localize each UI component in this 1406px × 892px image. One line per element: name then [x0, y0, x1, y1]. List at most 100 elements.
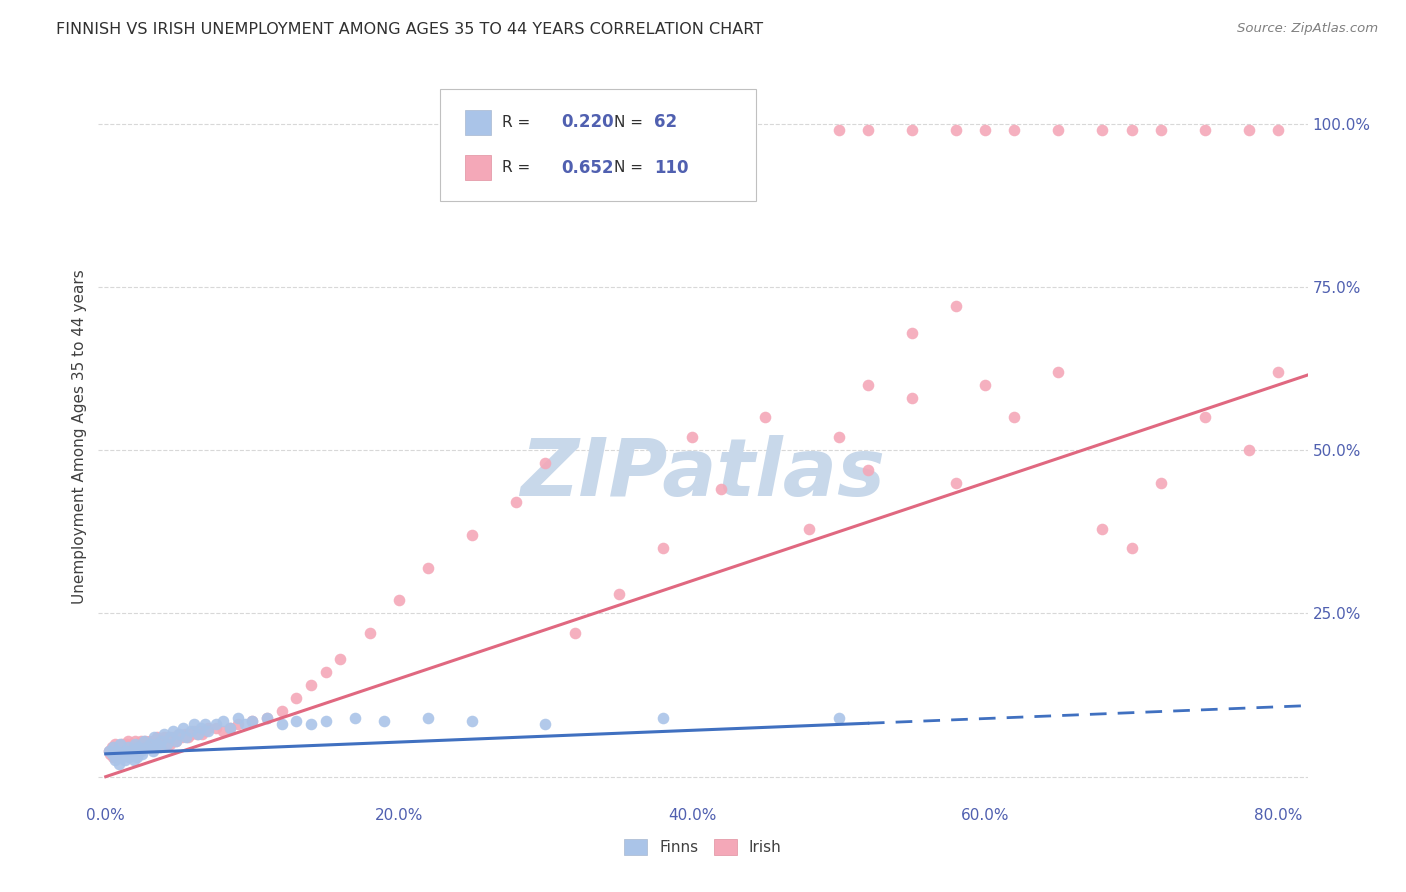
Point	[190, 721, 212, 735]
Point	[107, 747, 129, 761]
Point	[148, 737, 170, 751]
Point	[141, 740, 163, 755]
Text: R =: R =	[502, 160, 536, 175]
Point	[856, 123, 879, 137]
Point	[212, 723, 235, 738]
Point	[1237, 123, 1260, 137]
Point	[146, 737, 169, 751]
Point	[1150, 123, 1173, 137]
Point	[153, 727, 176, 741]
Point	[105, 743, 128, 757]
Point	[315, 665, 337, 680]
Point	[945, 475, 967, 490]
Point	[167, 727, 190, 741]
Point	[122, 743, 145, 757]
Point	[418, 711, 440, 725]
Point	[1047, 123, 1070, 137]
Point	[118, 743, 141, 757]
Point	[285, 691, 308, 706]
Point	[146, 731, 169, 745]
Point	[1004, 123, 1026, 137]
Point	[138, 737, 160, 751]
Point	[135, 740, 157, 755]
Text: Source: ZipAtlas.com: Source: ZipAtlas.com	[1237, 22, 1378, 36]
Point	[1047, 365, 1070, 379]
Point	[299, 717, 322, 731]
Point	[299, 678, 322, 692]
Point	[256, 711, 278, 725]
Point	[191, 727, 214, 741]
Point	[131, 747, 153, 761]
Point	[129, 743, 152, 757]
Point	[127, 737, 149, 751]
Point	[124, 737, 146, 751]
Point	[112, 740, 135, 755]
Point	[142, 743, 165, 757]
Text: ZIPatlas: ZIPatlas	[520, 434, 886, 513]
Point	[103, 753, 125, 767]
Point	[97, 743, 120, 757]
Point	[150, 737, 173, 751]
Point	[270, 705, 292, 719]
Point	[101, 740, 124, 755]
Point	[233, 717, 256, 731]
Point	[974, 377, 997, 392]
Point	[945, 123, 967, 137]
Point	[120, 747, 142, 761]
Point	[117, 733, 139, 747]
Text: FINNISH VS IRISH UNEMPLOYMENT AMONG AGES 35 TO 44 YEARS CORRELATION CHART: FINNISH VS IRISH UNEMPLOYMENT AMONG AGES…	[56, 22, 763, 37]
Y-axis label: Unemployment Among Ages 35 to 44 years: Unemployment Among Ages 35 to 44 years	[72, 269, 87, 605]
Point	[115, 743, 138, 757]
Point	[186, 727, 208, 741]
Point	[167, 727, 190, 741]
Point	[114, 753, 136, 767]
Point	[180, 727, 202, 741]
Point	[212, 714, 235, 728]
Point	[165, 733, 187, 747]
Point	[901, 391, 924, 405]
Point	[176, 731, 198, 745]
Point	[505, 495, 527, 509]
Point	[183, 717, 205, 731]
Point	[373, 714, 395, 728]
Point	[125, 750, 148, 764]
Point	[112, 747, 135, 761]
Point	[827, 711, 849, 725]
Legend: Finns, Irish: Finns, Irish	[619, 833, 787, 861]
Point	[108, 740, 131, 755]
Text: 62: 62	[654, 113, 676, 131]
Point	[1194, 410, 1216, 425]
Point	[343, 711, 366, 725]
Point	[159, 731, 181, 745]
Point	[1150, 475, 1173, 490]
Point	[194, 723, 217, 738]
Point	[204, 721, 226, 735]
Point	[159, 737, 181, 751]
Point	[172, 721, 194, 735]
Point	[285, 714, 308, 728]
Point	[194, 717, 217, 731]
Point	[142, 737, 165, 751]
Point	[256, 711, 278, 725]
Point	[240, 714, 263, 728]
Point	[901, 326, 924, 340]
Point	[149, 740, 172, 755]
Point	[162, 723, 184, 738]
Point	[1237, 443, 1260, 458]
Point	[651, 711, 673, 725]
Point	[197, 723, 219, 738]
Point	[100, 740, 122, 755]
Point	[607, 587, 630, 601]
Point	[107, 743, 129, 757]
Point	[754, 410, 776, 425]
Point	[219, 721, 242, 735]
Point	[129, 733, 152, 747]
Point	[681, 430, 703, 444]
Point	[461, 714, 484, 728]
Point	[827, 430, 849, 444]
Point	[152, 733, 174, 747]
Point	[1267, 123, 1289, 137]
Point	[143, 731, 166, 745]
Point	[329, 652, 352, 666]
Point	[149, 733, 172, 747]
